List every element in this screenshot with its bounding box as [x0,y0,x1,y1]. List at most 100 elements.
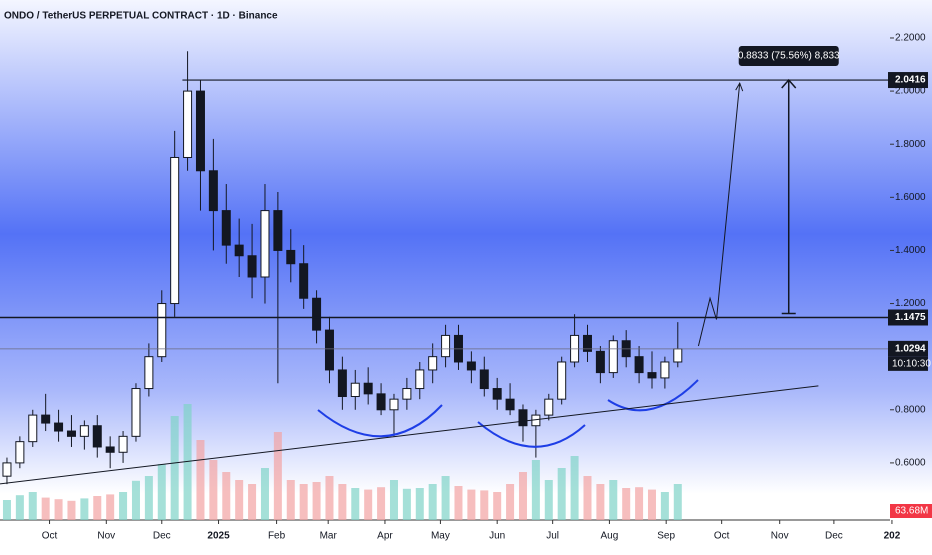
chart-background [0,0,932,520]
candle-body [247,255,257,278]
candle-body [660,361,670,379]
price-level-box [888,309,928,326]
candle-body [66,430,76,437]
y-tick-label: 1.2000 [895,298,926,309]
volume-bar [286,480,295,520]
x-tick-label: Oct [42,531,58,542]
volume-bar [557,468,566,520]
volume-bar [506,484,515,520]
countdown-box [888,356,928,371]
y-tick-label: 0.8000 [895,404,926,415]
volume-bar [596,484,605,520]
chart-title: ONDO / TetherUS PERPETUAL CONTRACT · 1D … [4,11,278,22]
volume-bar [106,494,115,520]
x-tick-label: Oct [714,531,730,542]
candle-body [492,388,502,400]
x-tick-label: Jul [546,531,559,542]
measure-label: 0.8833 (75.56%) 8,833 [738,51,840,62]
volume-bar [28,492,37,520]
candle-body [312,297,322,331]
volume-bar [119,492,128,520]
x-tick-label: Nov [97,531,115,542]
x-tick-label: Feb [268,531,286,542]
candle-body [286,249,296,265]
volume-bar [338,484,347,520]
candle-body [376,393,386,411]
time-axis-background [0,520,932,550]
volume-bar [480,490,489,520]
volume-bar [518,472,527,520]
volume-bar [312,482,321,520]
y-tick-label: 1.8000 [895,139,926,150]
volume-pane [2,404,682,520]
candle-body [557,361,567,400]
volume-bar [157,464,166,520]
volume-bar [570,456,579,520]
candle-body [28,414,38,443]
x-tick-label: Dec [153,531,171,542]
candle-body [299,263,309,299]
volume-bar [131,480,140,520]
cup-arc [477,421,586,448]
y-tick-label: 1.6000 [895,192,926,203]
volume-bar [299,484,308,520]
candle-body [105,446,115,453]
volume-bar [622,488,631,520]
candle-body [634,356,644,374]
candle-body [92,425,102,448]
cup-arc [317,404,443,438]
candle-body [466,361,476,371]
candle-body [183,90,193,158]
candle-body [389,398,399,411]
candle-body [544,398,554,416]
candle-body [479,369,489,390]
trendline [0,385,819,485]
volume-bar [15,495,24,520]
price-level-label: 1.0294 [895,344,926,355]
volume-bar [377,487,386,520]
x-tick-label: Nov [771,531,789,542]
x-tick-label: 202 [884,531,901,542]
y-tick-label: 0.6000 [895,458,926,469]
volume-bar [660,492,669,520]
volume-bar [609,480,618,520]
volume-bar [273,432,282,520]
candle-body [608,340,618,374]
candle-body [144,356,154,390]
volume-bar [428,484,437,520]
x-tick-label: Aug [601,531,619,542]
candle-body [41,414,51,424]
candle-body [673,348,683,363]
volume-bar [389,480,398,520]
volume-bar [2,500,11,520]
volume-bar [183,404,192,520]
volume-bar [635,487,644,520]
countdown: 10:10:30 [892,359,931,370]
x-tick-label: 2025 [207,531,230,542]
candle-body [260,210,270,278]
volume-bar [209,460,218,520]
x-tick-label: Dec [825,531,843,542]
candle-body [2,462,12,477]
candle-body [324,329,334,371]
measure-arrowhead [781,78,797,89]
volume-bar [467,489,476,520]
candle-body [195,90,205,172]
candle-body [402,388,412,400]
projection-path [697,83,741,347]
candle-body [54,422,64,432]
volume-bar [248,484,257,520]
volume-bar [583,476,592,520]
price-level-box [888,72,928,89]
candle-body [647,372,657,379]
drawings: 2.0416 1.1475 1.0294 10:10:30 0.8833 (75.56%… [0,46,931,371]
volume-bar [493,492,502,520]
volume-bar [351,488,360,520]
candle-body [337,369,347,398]
candle-body [428,356,438,371]
volume-label-box [890,504,932,518]
candle-body [350,382,360,398]
volume-bar [364,489,373,520]
